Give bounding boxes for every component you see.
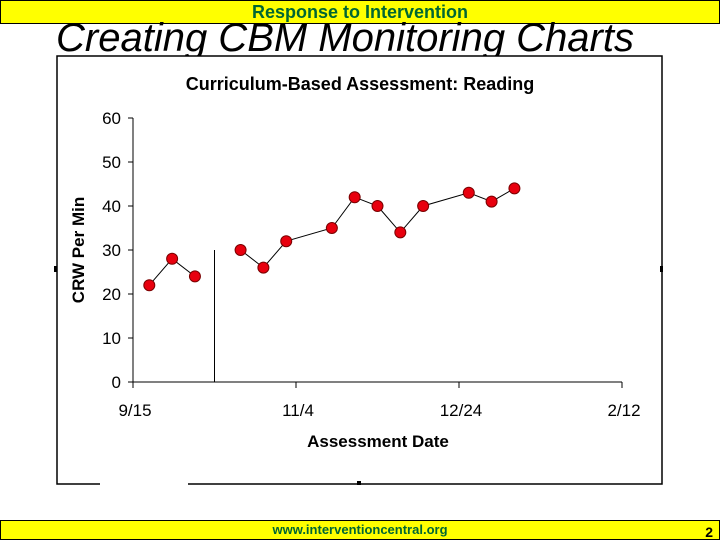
data-point — [462, 186, 475, 199]
x-tick-label: 2/12 — [607, 401, 640, 420]
frame-handle-right — [660, 266, 663, 272]
y-axis-title: CRW Per Min — [69, 197, 88, 303]
data-point — [394, 226, 407, 239]
data-point — [143, 279, 156, 292]
x-tick-label: 9/15 — [118, 401, 151, 420]
slide-title: Creating CBM Monitoring Charts — [56, 16, 634, 60]
data-points — [143, 182, 521, 292]
frame-handle-left — [54, 266, 57, 272]
footer-banner: www.interventioncentral.org 2 — [0, 520, 720, 540]
x-axis-title: Assessment Date — [307, 432, 449, 451]
banner-title: Response to Intervention — [251, 2, 469, 22]
data-point — [348, 191, 361, 204]
chart-frame-gap — [100, 478, 188, 488]
data-point — [325, 222, 338, 234]
data-point — [280, 235, 293, 248]
y-tick-label: 0 — [112, 373, 121, 392]
chart-title: Curriculum-Based Assessment: Reading — [186, 74, 534, 94]
x-tick-label: 12/24 — [440, 401, 483, 420]
footer-url[interactable]: www.interventioncentral.org — [272, 522, 448, 537]
frame-handle-bottom — [357, 481, 361, 485]
y-tick-label: 60 — [102, 109, 121, 128]
y-tick-label: 20 — [102, 285, 121, 304]
x-tick-labels: 9/15 11/4 12/24 2/12 — [118, 401, 640, 420]
data-point — [417, 200, 430, 212]
data-point — [508, 182, 521, 195]
data-point — [234, 244, 247, 256]
page-number: 2 — [705, 524, 713, 540]
data-point — [257, 261, 270, 274]
header-banner: Response to Intervention — [0, 0, 720, 24]
y-tick-label: 10 — [102, 329, 121, 348]
y-tick-label: 30 — [102, 241, 121, 260]
y-tick-labels: 0 10 20 30 40 50 60 — [102, 109, 121, 392]
data-point — [371, 200, 384, 212]
y-tick-label: 40 — [102, 197, 121, 216]
y-tick-label: 50 — [102, 153, 121, 172]
x-tick-label: 11/4 — [282, 401, 314, 420]
axes — [128, 117, 623, 388]
data-point — [188, 270, 201, 283]
data-point — [485, 195, 498, 208]
data-point — [166, 252, 179, 265]
